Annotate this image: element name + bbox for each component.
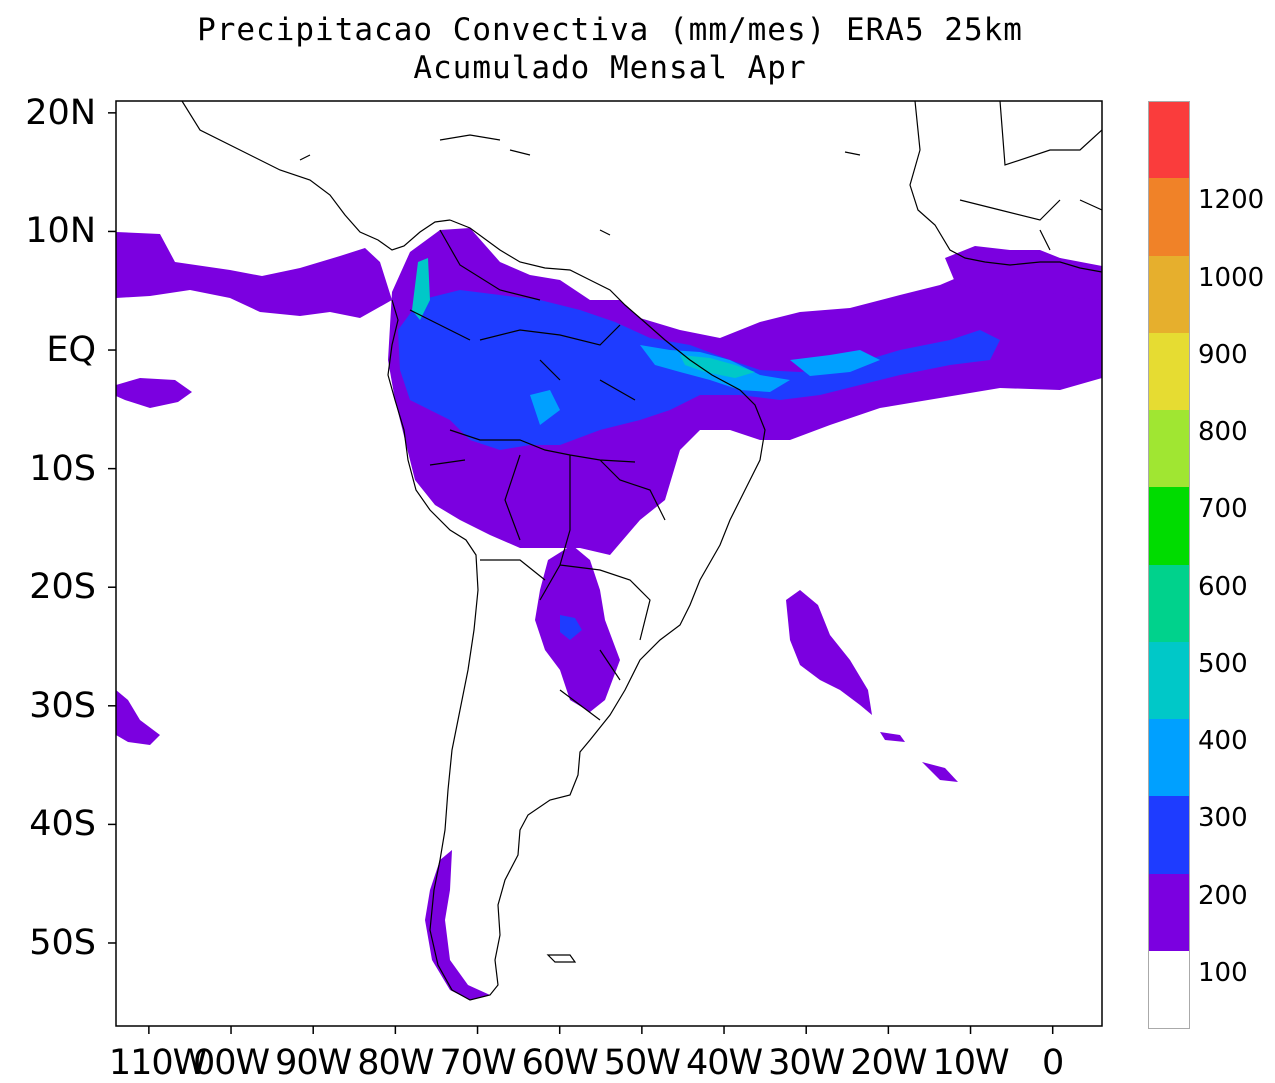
colorbar-segment bbox=[1148, 564, 1190, 642]
pacific-blob bbox=[116, 378, 192, 408]
atlantic-streak-2 bbox=[880, 732, 905, 742]
lon-label: 90W bbox=[275, 1043, 352, 1083]
colorbar-label: 100 bbox=[1198, 957, 1248, 988]
lat-label: 50S bbox=[29, 922, 96, 963]
lon-label: 00W bbox=[192, 1043, 270, 1083]
colorbar-label: 500 bbox=[1198, 648, 1248, 679]
colorbar-label: 600 bbox=[1198, 571, 1248, 602]
pacific-south-blob bbox=[116, 690, 160, 745]
lon-label: 40W bbox=[685, 1043, 763, 1083]
lon-label: 70W bbox=[439, 1043, 516, 1083]
colorbar-label: 1200 bbox=[1198, 185, 1265, 216]
colorbar-segment bbox=[1148, 255, 1190, 333]
lon-label: 80W bbox=[357, 1043, 434, 1083]
lon-label: 110W bbox=[108, 1043, 207, 1083]
colorbar-segment bbox=[1148, 410, 1190, 488]
colorbar-label: 200 bbox=[1198, 880, 1248, 911]
lat-label: 30S bbox=[29, 685, 96, 726]
atlantic-streak bbox=[786, 590, 872, 715]
lon-label: 10W bbox=[932, 1043, 1009, 1083]
parana-core bbox=[560, 615, 582, 640]
colorbar-label: 1000 bbox=[1198, 262, 1265, 293]
falklands bbox=[546, 954, 577, 963]
south-america-borders bbox=[409, 229, 666, 721]
colorbar-segment bbox=[1148, 178, 1190, 256]
lon-label: 0 bbox=[1042, 1043, 1064, 1083]
colorbar-segment bbox=[1148, 796, 1190, 874]
itcz-pacific-band bbox=[116, 232, 392, 318]
africa-borders bbox=[959, 101, 1102, 251]
map-subtitle: Acumulado Mensal Apr bbox=[413, 50, 807, 86]
lon-label: 50W bbox=[603, 1043, 681, 1083]
africa-band bbox=[945, 246, 1102, 300]
lon-label: 20W bbox=[850, 1043, 927, 1083]
lon-label: 30W bbox=[768, 1043, 845, 1083]
continent-outlines bbox=[181, 101, 1102, 1001]
colorbar-label: 800 bbox=[1198, 417, 1248, 447]
colorbar-segment bbox=[1148, 487, 1190, 565]
lat-label: 20N bbox=[25, 92, 96, 133]
lat-label: 10S bbox=[29, 448, 96, 489]
colorbar-segment bbox=[1148, 873, 1190, 951]
map-title: Precipitacao Convectiva (mm/mes) ERA5 25… bbox=[197, 12, 1023, 48]
colorbar-segment bbox=[1148, 641, 1190, 719]
lat-label: EQ bbox=[46, 330, 96, 371]
colorbar-segment bbox=[1148, 719, 1190, 797]
colorbar-label: 900 bbox=[1198, 339, 1248, 370]
colorbar-segment bbox=[1148, 101, 1190, 180]
lon-label: 60W bbox=[521, 1043, 599, 1083]
south-america-coast bbox=[387, 219, 766, 1001]
africa-coast bbox=[909, 101, 1102, 273]
atlantic-streak-3 bbox=[922, 762, 958, 782]
patagonia-band bbox=[425, 850, 490, 1000]
lat-label: 10N bbox=[25, 211, 96, 252]
colorbar-label: 700 bbox=[1198, 494, 1248, 525]
colorbar-segment bbox=[1148, 332, 1190, 410]
lat-label: 20S bbox=[29, 567, 96, 608]
colorbar-label: 400 bbox=[1198, 726, 1248, 756]
caribbean-islands bbox=[299, 134, 861, 236]
precip-400-500 bbox=[412, 258, 755, 378]
map-frame bbox=[115, 100, 1103, 1027]
colorbar-segment bbox=[1148, 950, 1190, 1029]
lat-label: 40S bbox=[29, 804, 96, 845]
colorbar-label: 300 bbox=[1198, 803, 1248, 834]
central-america-coast bbox=[181, 101, 451, 251]
